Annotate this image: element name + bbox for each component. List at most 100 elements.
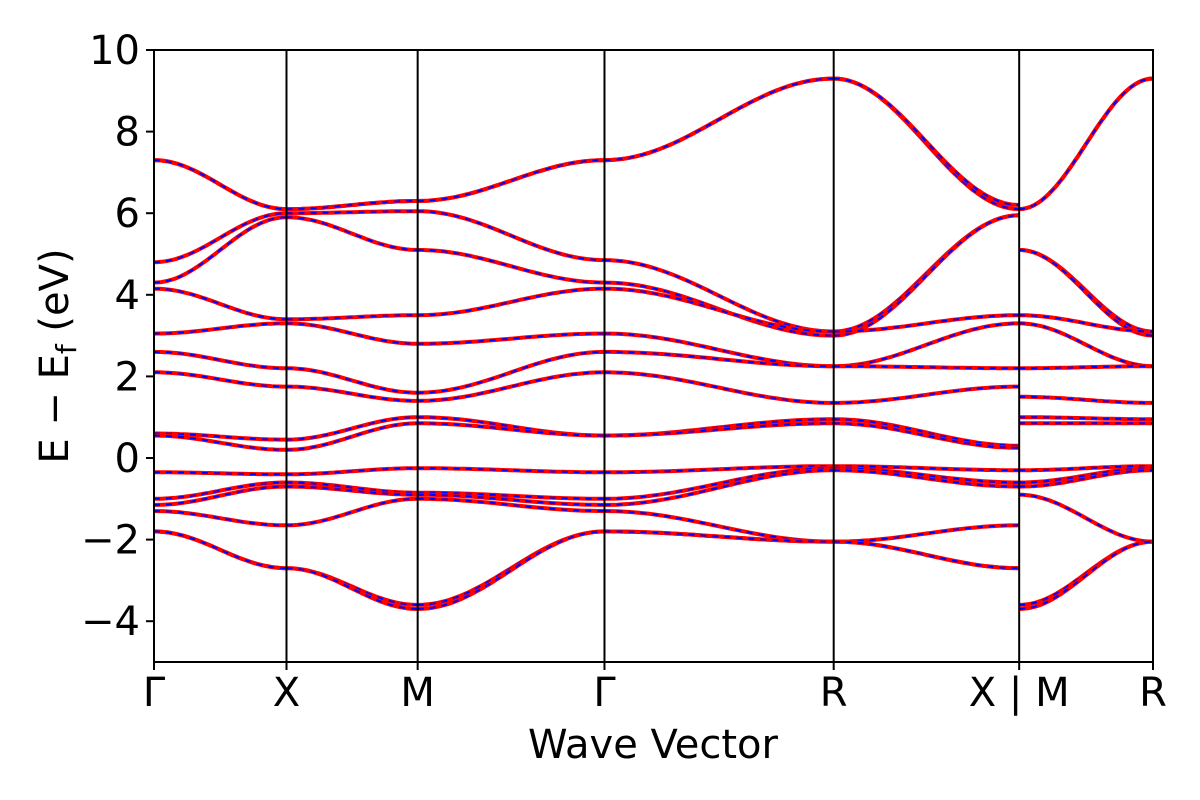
band-line-blue: [153, 322, 287, 335]
x-axis-label: Wave Vector: [528, 722, 779, 768]
band-line-red: [286, 566, 418, 611]
band-line-red: [417, 331, 605, 346]
y-axis-ticks: −4 −2 0 2 4 6 8 10: [81, 28, 154, 645]
band-line-blue: [154, 481, 287, 500]
band-line-blue: [417, 210, 605, 262]
band-line-red: [417, 466, 605, 475]
band-line-red: [833, 76, 1020, 207]
band-line-blue: [604, 259, 834, 333]
band-line-blue: [1019, 314, 1153, 333]
band-line-red: [833, 539, 1020, 571]
x-tick-label: Γ: [593, 670, 616, 716]
band-line-blue: [604, 465, 834, 474]
y-tick-label: 0: [115, 436, 140, 482]
band-line-blue: [604, 371, 834, 404]
band-line-blue: [604, 469, 834, 506]
band-line-blue: [1019, 77, 1154, 211]
band-line-blue: [1019, 469, 1154, 488]
y-tick-label: −2: [81, 518, 140, 564]
band-line-red: [417, 492, 605, 507]
band-line-blue: [604, 530, 834, 543]
band-line-red: [604, 331, 834, 369]
band-line-blue: [417, 287, 605, 317]
band-line-red: [417, 490, 605, 501]
band-line-blue: [604, 281, 834, 337]
band-line-blue: [833, 540, 1020, 570]
band-line-red: [833, 313, 1020, 334]
band-line-red: [153, 321, 287, 336]
band-line-red: [833, 464, 1020, 473]
band-line-red: [833, 523, 1020, 544]
band-line-blue: [286, 210, 418, 215]
kpoint-divider-lines: [285, 50, 1021, 662]
band-line-blue: [286, 467, 418, 476]
band-line-red: [153, 529, 287, 571]
band-line-red: [833, 384, 1020, 405]
band-line-red: [286, 384, 418, 403]
y-tick-label: 8: [115, 110, 140, 156]
y-tick-label: 10: [89, 28, 140, 74]
band-line-blue: [604, 350, 834, 368]
band-line-blue: [833, 214, 1020, 337]
y-axis-label-subscript: f: [50, 343, 83, 354]
band-line-blue: [417, 497, 605, 512]
y-tick-label: −4: [81, 599, 140, 645]
band-line-red: [1019, 321, 1154, 369]
band-line-blue: [1019, 465, 1153, 472]
band-line-red: [1019, 468, 1154, 489]
band-line-blue: [604, 287, 834, 333]
band-line-red: [604, 468, 834, 507]
band-line-blue: [833, 422, 1020, 449]
y-tick-label: 2: [115, 354, 140, 400]
band-line-blue: [417, 248, 605, 284]
y-tick-label: 4: [115, 273, 140, 319]
band-line-blue: [417, 350, 605, 394]
x-tick-label: R: [1139, 670, 1167, 716]
band-line-red: [833, 466, 1020, 485]
band-line-blue: [154, 371, 287, 388]
band-line-red: [1019, 492, 1153, 544]
band-line-red: [153, 349, 287, 371]
y-axis-label-unit: (eV): [32, 248, 78, 344]
band-line-blue: [1019, 540, 1154, 610]
band-line-red: [417, 415, 605, 438]
band-line-blue: [286, 200, 418, 211]
band-line-blue: [417, 159, 605, 202]
band-line-red: [154, 370, 287, 389]
band-line-blue: [286, 481, 418, 494]
y-axis-label-main: E − E: [32, 354, 78, 464]
band-line-blue: [154, 485, 287, 506]
band-line-blue: [286, 314, 418, 321]
band-line-red: [417, 529, 605, 611]
y-axis-label: E − Ef (eV): [32, 248, 83, 463]
band-line-red: [417, 370, 605, 403]
band-line-blue: [1019, 416, 1153, 421]
x-tick-label: R: [820, 670, 848, 716]
band-line-blue: [417, 530, 605, 610]
band-line-blue: [1019, 365, 1153, 370]
band-line-blue: [154, 471, 287, 476]
band-line-blue: [833, 418, 1020, 447]
band-line-red: [604, 349, 834, 369]
band-line-red: [286, 215, 418, 252]
band-line-red: [833, 364, 1020, 371]
band-line-red: [417, 247, 605, 285]
band-line-red: [1019, 313, 1153, 334]
band-line-blue: [153, 212, 287, 264]
band-line-blue: [154, 434, 287, 451]
x-axis-ticks: Γ X M Γ R X | M R: [143, 662, 1167, 716]
band-line-red: [153, 158, 287, 212]
band-line-blue: [286, 322, 418, 345]
band-line-red: [604, 421, 834, 438]
band-line-blue: [153, 159, 287, 211]
x-tick-label: X | M: [969, 670, 1070, 716]
band-line-blue: [1019, 395, 1153, 404]
band-line-blue: [286, 416, 418, 441]
band-line-blue: [153, 350, 287, 370]
band-line-blue: [286, 385, 418, 402]
band-line-red: [286, 496, 418, 528]
band-line-blue: [286, 367, 418, 394]
band-line-red: [286, 321, 418, 346]
band-line-blue: [604, 467, 834, 500]
